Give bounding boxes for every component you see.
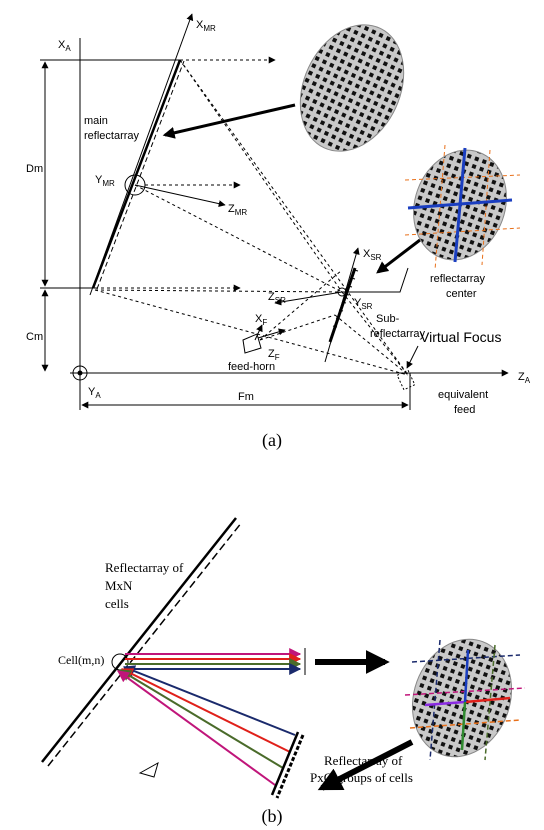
label: ZMR (228, 203, 247, 217)
label: feed (454, 404, 475, 416)
feed-horn (243, 334, 261, 353)
pointer-arrow (378, 240, 420, 272)
label: ZSR (268, 291, 286, 305)
label: XA (58, 39, 71, 53)
zf-axis (258, 330, 285, 338)
label: equivalent (438, 389, 488, 401)
main-reflector (93, 60, 180, 288)
ray (118, 671, 275, 785)
main-reflectarray-cells (281, 8, 424, 168)
ray (122, 669, 290, 752)
label: XMR (196, 19, 216, 33)
focus-arrow (407, 346, 418, 368)
label: reflectarray (370, 328, 426, 340)
triangle (140, 763, 158, 777)
caption: (a) (262, 430, 282, 451)
figure-a (40, 8, 521, 410)
origin-dot (78, 371, 82, 375)
label: Cell(m,n) (58, 653, 104, 667)
label: reflectarray (84, 130, 140, 142)
label: Sub- (376, 313, 400, 325)
label: ZF (268, 348, 280, 362)
sub-reflector (330, 268, 355, 342)
label: ZA (518, 371, 531, 385)
label: feed-horn (228, 361, 275, 373)
main-reflector-dashed (48, 522, 242, 766)
label: center (446, 288, 477, 300)
label: main (84, 115, 108, 127)
label: Reflectarray of (324, 753, 403, 768)
label: Virtual Focus (420, 329, 501, 345)
dimension: Fm (238, 391, 254, 403)
dimension: Cm (26, 331, 43, 343)
label: Reflectarray of (105, 560, 184, 575)
label: YSR (354, 297, 373, 311)
figure-b-labels: Reflectarray of MxN cells Cell(m,n) Refl… (58, 560, 413, 827)
main-reflector (42, 518, 236, 762)
caption: (b) (262, 806, 283, 827)
label: MxN (105, 578, 133, 593)
label: XF (255, 313, 267, 327)
dimension: Dm (26, 163, 43, 175)
label: cells (105, 596, 129, 611)
label: YA (88, 386, 101, 400)
pointer-arrow (165, 105, 295, 135)
label: PxQ groups of cells (310, 770, 413, 785)
label: reflectarray (430, 273, 486, 285)
zmr-axis (135, 185, 225, 205)
label: YMR (95, 174, 115, 188)
label: XSR (363, 248, 382, 262)
diagram: XA XMR YMR ZMR XSR ZSR YSR XF ZF ZA YA D… (0, 0, 544, 830)
main-reflector-dashed (97, 61, 184, 289)
ray (120, 670, 283, 768)
